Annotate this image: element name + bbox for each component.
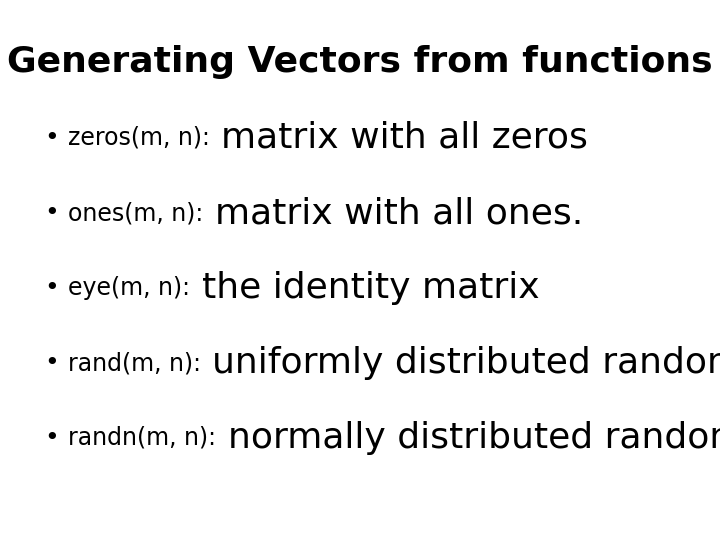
Text: normally distributed random: normally distributed random bbox=[228, 421, 720, 455]
Text: matrix with all ones.: matrix with all ones. bbox=[215, 196, 583, 230]
Text: •: • bbox=[45, 276, 59, 300]
Text: •: • bbox=[45, 126, 59, 150]
Text: rand(m, n):: rand(m, n): bbox=[68, 351, 209, 375]
Text: Generating Vectors from functions: Generating Vectors from functions bbox=[7, 45, 713, 79]
Text: eye(m, n):: eye(m, n): bbox=[68, 276, 197, 300]
Text: matrix with all zeros: matrix with all zeros bbox=[221, 121, 588, 155]
Text: uniformly distributed random: uniformly distributed random bbox=[212, 346, 720, 380]
Text: the identity matrix: the identity matrix bbox=[202, 271, 539, 305]
Text: •: • bbox=[45, 351, 59, 375]
Text: ones(m, n):: ones(m, n): bbox=[68, 201, 211, 225]
Text: •: • bbox=[45, 201, 59, 225]
Text: zeros(m, n):: zeros(m, n): bbox=[68, 126, 217, 150]
Text: •: • bbox=[45, 426, 59, 450]
Text: randn(m, n):: randn(m, n): bbox=[68, 426, 223, 450]
